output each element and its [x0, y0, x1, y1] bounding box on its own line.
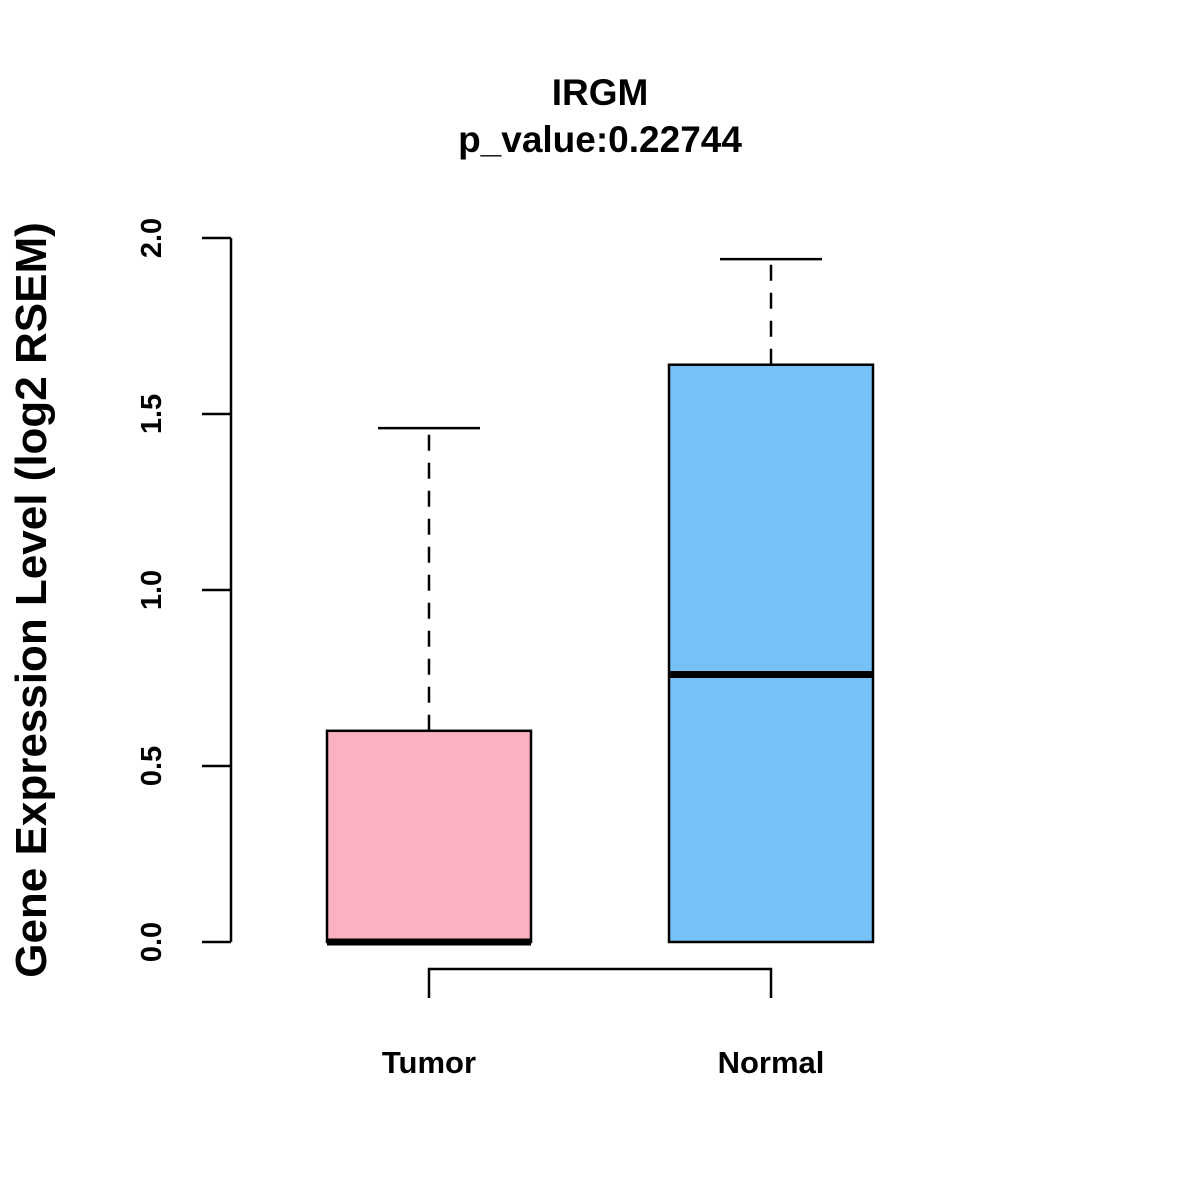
bracket-line [427, 967, 773, 998]
y-axis: 0.0 0.5 1.0 1.5 2.0 [136, 218, 233, 962]
y-tick-label-3: 1.5 [136, 394, 168, 434]
boxes-group [325, 257, 875, 946]
category-label-tumor: Tumor [382, 1045, 476, 1080]
chart-subtitle: p_value:0.22744 [458, 119, 742, 160]
category-labels: Tumor Normal [382, 1045, 824, 1080]
y-tick-label-2: 1.0 [136, 570, 168, 610]
y-axis-label: Gene Expression Level (log2 RSEM) [7, 222, 56, 978]
y-tick-label-4: 2.0 [136, 218, 168, 258]
y-tick-label-0: 0.0 [136, 922, 168, 962]
category-label-normal: Normal [718, 1045, 825, 1080]
y-tick-label-1: 0.5 [136, 746, 168, 786]
tumor-box [325, 729, 533, 944]
normal-box [667, 363, 875, 944]
comparison-bracket [427, 967, 773, 998]
chart-title: IRGM [552, 72, 649, 113]
